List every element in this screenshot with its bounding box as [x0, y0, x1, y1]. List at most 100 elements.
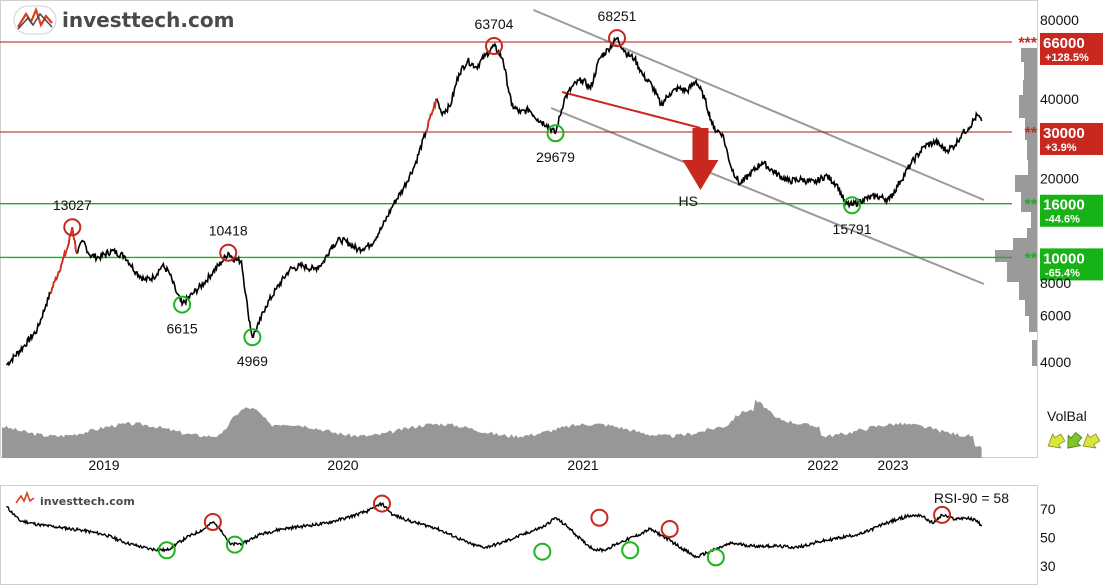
volume-profile-bar — [1019, 95, 1037, 118]
rsi-top-marker — [372, 494, 391, 513]
price-line-red-segment — [49, 227, 78, 295]
volume-balance-area — [2, 399, 982, 458]
y-tick-label: 80000 — [1040, 12, 1079, 28]
annotation-label: 6615 — [167, 321, 198, 337]
volume-profile-bar — [1027, 228, 1037, 238]
level-stars: *** — [1018, 35, 1037, 52]
level-badge — [1040, 194, 1103, 227]
volume-profile-bar — [1015, 175, 1037, 192]
rsi-top-marker — [660, 520, 679, 539]
annotation-label: 63704 — [475, 16, 514, 32]
top-marker-circle — [485, 37, 503, 56]
volume-profile-bar — [1027, 140, 1037, 160]
volume-profile-bar — [1021, 48, 1037, 62]
price-line — [5, 36, 983, 367]
level-stars: ** — [1025, 125, 1038, 142]
x-tick-label: 2022 — [807, 457, 838, 473]
annotation-label: 4969 — [237, 353, 268, 369]
level-percent: -44.6% — [1045, 214, 1080, 226]
volume-profile-bar — [1019, 282, 1037, 300]
rsi-bottom-marker — [621, 541, 640, 560]
logo-zigzag-icon — [17, 6, 53, 28]
brand-logo: investtech.com — [13, 5, 234, 35]
rsi-top-marker — [933, 505, 952, 524]
arrow-up-icon — [1047, 433, 1066, 449]
price-line-red-segment — [425, 98, 438, 133]
y-tick-label: 6000 — [1040, 308, 1071, 324]
logo-zigzag-icon — [15, 490, 35, 504]
annotation-label: 10418 — [209, 223, 248, 239]
rsi-y-axis: 70 50 30 — [1040, 501, 1056, 574]
rsi-top-marker — [590, 508, 609, 527]
volbal-arrows — [1047, 431, 1101, 449]
rsi-bottom-marker — [225, 535, 244, 554]
level-value: 66000 — [1043, 35, 1085, 52]
y-tick-label: 8000 — [1040, 275, 1071, 291]
rsi-bottom-marker — [157, 541, 176, 560]
bottom-marker-circle — [243, 328, 262, 347]
rsi-tick-label: 50 — [1040, 530, 1056, 546]
top-marker-circle — [63, 218, 82, 237]
head-shoulders-pattern: HS — [561, 91, 719, 209]
volume-profile-bar — [1007, 262, 1037, 282]
level-stars: ** — [1025, 197, 1038, 214]
y-tick-label: 4000 — [1040, 354, 1071, 370]
volume-profile-bar — [1013, 238, 1037, 250]
volume-profile-bar — [1031, 212, 1037, 228]
bottom-marker-circle — [173, 295, 192, 314]
rsi-brand-logo: investtech.com — [15, 490, 135, 508]
rsi-label: RSI-90 = 58 — [934, 490, 1009, 506]
level-badge — [1040, 122, 1103, 155]
level-badge — [1040, 248, 1103, 281]
volume-profile-bar — [1025, 300, 1037, 316]
rsi-tick-label: 30 — [1040, 558, 1056, 574]
brand-name: investtech.com — [62, 8, 234, 32]
main-panel-frame — [0, 0, 1038, 458]
level-stars: ** — [1025, 250, 1038, 267]
rsi-tick-label: 70 — [1040, 501, 1056, 517]
arrow-up-icon — [1082, 433, 1101, 449]
brand-name-small: investtech.com — [40, 495, 135, 508]
neckline — [561, 91, 701, 129]
rsi-line — [6, 501, 983, 559]
down-arrow-icon — [682, 128, 719, 190]
level-value: 16000 — [1043, 197, 1085, 214]
x-axis: 2019 2020 2021 2022 2023 — [88, 457, 908, 473]
x-tick-label: 2020 — [327, 457, 358, 473]
y-tick-label: 20000 — [1040, 170, 1079, 186]
pattern-label: HS — [678, 193, 697, 209]
rsi-bottom-marker — [533, 542, 552, 561]
channel-lower-line — [550, 107, 985, 285]
y-tick-label: 40000 — [1040, 91, 1079, 107]
level-percent: +3.9% — [1045, 142, 1077, 154]
volume-profile-bar — [1024, 62, 1037, 80]
level-badge — [1040, 32, 1103, 65]
level-percent: +128.5% — [1045, 52, 1089, 64]
annotation-label: 13027 — [53, 197, 92, 213]
volume-profile-bar — [1032, 340, 1037, 366]
price-annotations: 13027 10418 6615 4969 63704 68251 29679 15791 — [53, 8, 872, 369]
volume-profile-bar — [1023, 80, 1037, 95]
logo-zigzag-icon — [17, 12, 53, 30]
x-tick-label: 2023 — [877, 457, 908, 473]
rsi-markers — [157, 494, 952, 567]
rsi-panel-frame — [0, 485, 1038, 585]
arrow-up-icon — [1067, 431, 1083, 449]
volume-profile-bar — [995, 250, 1037, 262]
level-value: 10000 — [1043, 250, 1085, 267]
x-tick-label: 2021 — [567, 457, 598, 473]
volume-profile-bar — [1028, 160, 1037, 175]
level-percent: -65.4% — [1045, 267, 1080, 279]
x-tick-label: 2019 — [88, 457, 119, 473]
volume-profile-bar — [1021, 192, 1037, 212]
annotation-label: 68251 — [598, 8, 637, 24]
bottom-marker-circle — [843, 196, 862, 215]
annotation-label: 29679 — [536, 149, 575, 165]
top-marker-circle — [219, 243, 238, 262]
y-axis: 80000 40000 20000 8000 6000 4000 — [1040, 12, 1079, 370]
support-resistance-levels: *** 66000+128.5% ** 30000+3.9% ** 16000-44.6%… — [0, 32, 1103, 281]
channel-upper-line — [533, 9, 985, 201]
annotation-label: 15791 — [833, 221, 872, 237]
volume-profile-bar — [1025, 118, 1037, 140]
volume-profile-bar — [1029, 316, 1037, 332]
